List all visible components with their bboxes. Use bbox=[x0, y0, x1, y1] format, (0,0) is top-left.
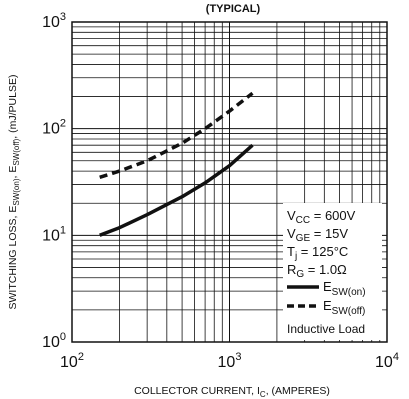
x-tick-label: 104 bbox=[375, 351, 399, 371]
legend-label-on: ESW(on) bbox=[323, 279, 366, 298]
chart-title: (TYPICAL) bbox=[206, 3, 261, 15]
series-esw-on-line bbox=[99, 143, 254, 237]
legend-label-off: ESW(off) bbox=[323, 298, 365, 317]
y-tick-label: 103 bbox=[42, 11, 66, 31]
condition-vge: VGE = 15V bbox=[287, 226, 348, 244]
x-axis-title: COLLECTOR CURRENT, IC, (AMPERES) bbox=[134, 385, 330, 399]
series-esw-off-line bbox=[99, 91, 254, 179]
legend-box: VCC = 600V VGE = 15V Tj = 125°C RG = 1.0… bbox=[283, 203, 382, 340]
y-axis-title: SWITCHING LOSS, ESW(on), ESW(off), (mJ/P… bbox=[7, 75, 21, 310]
legend-background bbox=[283, 203, 382, 340]
inductive-load-note: Inductive Load bbox=[287, 322, 365, 336]
condition-rg: RG = 1.0Ω bbox=[287, 262, 347, 280]
tick-labels: 102 103 104 100 101 102 103 bbox=[42, 11, 399, 371]
series-lines bbox=[99, 91, 254, 237]
x-tick-label: 102 bbox=[60, 351, 84, 371]
condition-tj: Tj = 125°C bbox=[287, 244, 348, 262]
y-tick-label: 102 bbox=[42, 118, 66, 138]
plot-frame bbox=[71, 21, 388, 343]
x-tick-label: 103 bbox=[218, 351, 242, 371]
y-tick-label: 101 bbox=[42, 224, 66, 244]
y-tick-label: 100 bbox=[42, 331, 66, 351]
condition-vcc: VCC = 600V bbox=[287, 208, 356, 226]
